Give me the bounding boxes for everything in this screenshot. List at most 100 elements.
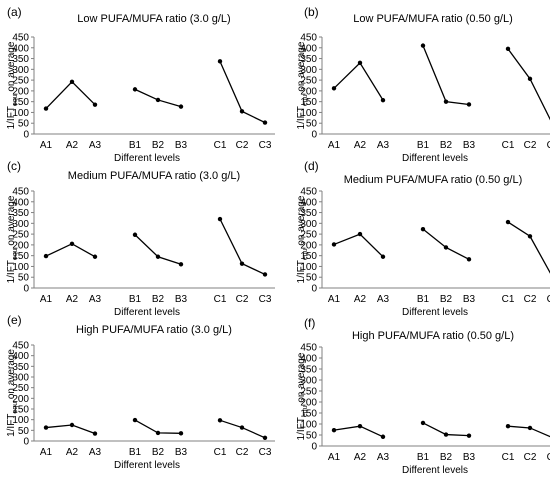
series-line-a: [333, 233, 384, 258]
x-tick-label: C3: [259, 294, 272, 305]
data-point-c2: [527, 234, 533, 239]
data-point-b1: [420, 43, 426, 48]
y-axis-title: 1/IFTequ on average: [6, 349, 19, 437]
x-axis-title: Different levels: [114, 460, 180, 471]
y-tick-label: 150: [300, 409, 317, 420]
y-tick-label: 250: [12, 383, 29, 394]
x-tick-label: C1: [502, 452, 515, 463]
y-axis-title: 1/IFTequ on average: [296, 352, 309, 440]
data-point-a2: [357, 231, 363, 237]
y-tick-label: 250: [300, 230, 317, 241]
x-tick-label: C3: [547, 452, 550, 463]
data-point-c1: [217, 59, 223, 64]
y-tick-label: 100: [300, 262, 317, 273]
y-tick-label: 200: [300, 398, 317, 409]
x-tick-label: B2: [440, 294, 453, 305]
x-tick-label: B1: [129, 447, 142, 458]
chart-title: Medium PUFA/MUFA ratio (0.50 g/L): [344, 174, 523, 186]
x-tick-label: A2: [354, 294, 367, 305]
y-tick-label: 400: [300, 354, 317, 365]
x-tick-label: B3: [175, 140, 188, 151]
chart-title: Medium PUFA/MUFA ratio (3.0 g/L): [68, 170, 240, 182]
x-tick-label: B3: [175, 294, 188, 305]
data-point-c1: [505, 219, 511, 225]
x-tick-label: A3: [89, 140, 102, 151]
data-point-a3: [92, 102, 98, 107]
y-tick-label: 50: [306, 119, 318, 130]
panel-d: (d) Medium PUFA/MUFA ratio (0.50 g/L) 1/IF…: [296, 159, 550, 318]
y-tick-label: 150: [12, 405, 29, 416]
y-axis-title: 1/IFTequ on average: [296, 195, 309, 283]
data-point-a1: [331, 86, 337, 91]
y-tick-label: 150: [300, 97, 317, 108]
x-tick-label: C2: [236, 447, 249, 458]
x-tick-label: A2: [66, 140, 79, 151]
x-tick-label: A1: [40, 447, 53, 458]
x-tick-label: C1: [214, 294, 227, 305]
x-tick-label: B1: [417, 140, 430, 151]
y-tick-label: 350: [12, 208, 29, 219]
x-tick-label: C1: [214, 140, 227, 151]
data-point-c2: [527, 76, 533, 82]
x-tick-label: C1: [502, 140, 515, 151]
y-tick-label: 200: [12, 86, 29, 97]
panel-f: (f) High PUFA/MUFA ratio (0.50 g/L) 1/IFTe…: [296, 316, 550, 476]
y-tick-label: 100: [12, 415, 29, 426]
x-tick-label: A2: [66, 447, 79, 458]
y-tick-label: 450: [12, 33, 29, 44]
x-tick-label: B1: [129, 294, 142, 305]
y-tick-label: 300: [12, 219, 29, 230]
x-tick-label: C1: [214, 447, 227, 458]
x-tick-label: A3: [89, 294, 102, 305]
series-line-b: [134, 234, 182, 265]
y-tick-label: 0: [23, 284, 29, 295]
y-axis-title: 1/IFTequ on average: [6, 195, 19, 283]
x-tick-label: C3: [547, 140, 550, 151]
y-tick-label: 400: [12, 351, 29, 362]
x-axis-title: Different levels: [114, 307, 180, 318]
data-point-b3: [466, 257, 472, 262]
data-point-a2: [357, 424, 363, 429]
y-tick-label: 350: [12, 362, 29, 373]
y-tick-label: 400: [300, 43, 317, 54]
data-point-a2: [69, 422, 75, 428]
y-tick-label: 150: [12, 97, 29, 108]
y-tick-label: 250: [12, 76, 29, 87]
series-line-c: [507, 48, 550, 121]
data-point-c1: [217, 418, 223, 423]
chart-title: Low PUFA/MUFA ratio (3.0 g/L): [77, 13, 230, 25]
data-point-c2: [239, 109, 245, 114]
data-point-c1: [505, 46, 511, 52]
y-tick-label: 300: [300, 65, 317, 76]
data-point-b1: [132, 87, 138, 92]
data-point-c3: [262, 272, 268, 277]
data-point-b2: [443, 245, 449, 250]
x-tick-label: A3: [377, 452, 390, 463]
y-tick-label: 350: [12, 54, 29, 65]
x-tick-label: B3: [175, 447, 188, 458]
data-point-c2: [527, 425, 533, 431]
data-point-b2: [443, 99, 449, 104]
y-tick-label: 200: [300, 86, 317, 97]
data-point-c3: [262, 435, 268, 440]
x-tick-label: C3: [547, 294, 550, 305]
y-tick-label: 150: [12, 251, 29, 262]
y-tick-label: 300: [12, 373, 29, 384]
data-point-c2: [239, 425, 245, 430]
data-point-a2: [69, 79, 75, 85]
panel-b: (b) Low PUFA/MUFA ratio (0.50 g/L) 1/IFTeq…: [296, 5, 550, 164]
data-point-a3: [380, 97, 386, 103]
panel-label: (a): [7, 5, 22, 19]
panel-label: (f): [304, 316, 315, 330]
panel-e: (e) High PUFA/MUFA ratio (3.0 g/L) 1/IFTeq…: [6, 313, 275, 471]
y-tick-label: 50: [18, 273, 30, 284]
panel-label: (c): [7, 159, 21, 173]
data-point-b1: [132, 417, 138, 423]
y-tick-label: 400: [12, 197, 29, 208]
x-tick-label: A3: [377, 294, 390, 305]
data-point-b3: [178, 262, 184, 267]
data-point-b3: [466, 102, 472, 107]
y-tick-label: 450: [12, 187, 29, 198]
data-point-b3: [466, 433, 472, 438]
